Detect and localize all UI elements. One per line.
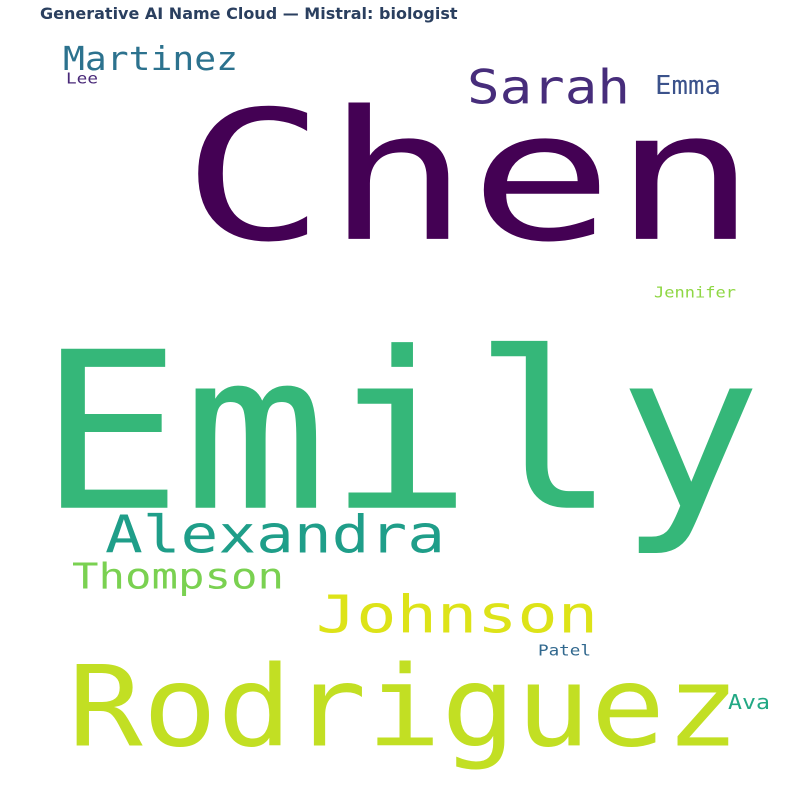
word-thompson: Thompson bbox=[72, 556, 284, 597]
word-emily: Emily bbox=[38, 306, 762, 560]
word-johnson: Johnson bbox=[316, 586, 598, 645]
word-chen: Chen bbox=[182, 72, 757, 281]
chart-title: Generative AI Name Cloud — Mistral: biol… bbox=[40, 4, 458, 23]
word-jennifer: Jennifer bbox=[654, 283, 736, 301]
word-lee: Lee bbox=[66, 69, 98, 87]
word-sarah: Sarah bbox=[467, 60, 630, 115]
word-alexandra: Alexandra bbox=[105, 505, 445, 565]
word-emma: Emma bbox=[655, 71, 721, 101]
word-patel: Patel bbox=[538, 641, 591, 659]
word-rodriguez: Rodriguez bbox=[68, 642, 740, 771]
word-ava: Ava bbox=[728, 691, 770, 714]
word-martinez: Martinez bbox=[63, 41, 238, 79]
